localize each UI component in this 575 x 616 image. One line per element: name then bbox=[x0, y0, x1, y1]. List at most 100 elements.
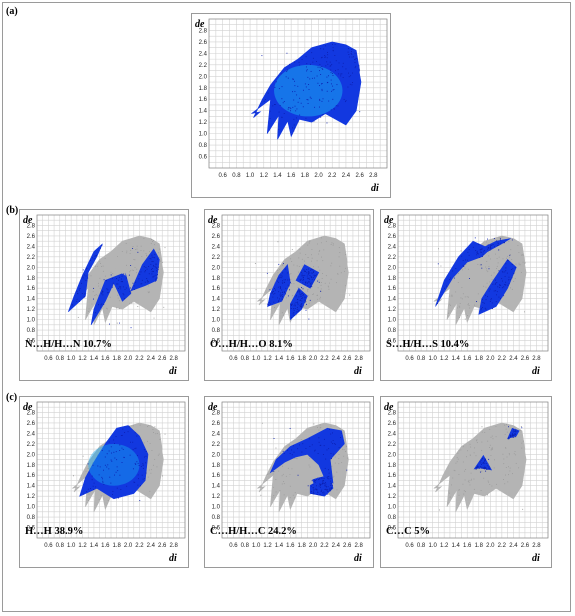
scatter-point bbox=[319, 486, 321, 488]
scatter-point bbox=[339, 427, 341, 429]
scatter-point bbox=[313, 120, 315, 122]
scatter-point bbox=[345, 445, 347, 447]
plot-area bbox=[208, 18, 388, 169]
scatter-point bbox=[131, 291, 132, 293]
scatter-point bbox=[508, 454, 510, 456]
scatter-point bbox=[336, 84, 338, 86]
scatter-point bbox=[294, 308, 296, 309]
y-tick-label: 1.4 bbox=[212, 484, 221, 490]
scatter-point bbox=[327, 54, 329, 56]
contact-region bbox=[130, 248, 160, 292]
fingerprint-gap bbox=[287, 461, 314, 492]
scatter-point bbox=[490, 298, 492, 300]
scatter-point bbox=[468, 303, 470, 305]
plot-area bbox=[221, 214, 371, 352]
scatter-point bbox=[518, 264, 520, 266]
x-tick-label: 2.4 bbox=[342, 173, 351, 179]
scatter-point bbox=[305, 254, 307, 256]
scatter-point bbox=[302, 292, 303, 294]
scatter-point bbox=[311, 444, 313, 446]
scatter-point bbox=[121, 447, 123, 449]
x-tick-label: 2.2 bbox=[498, 543, 507, 549]
scatter-point bbox=[306, 282, 308, 284]
scatter-point bbox=[512, 434, 514, 435]
scatter-point bbox=[273, 471, 275, 473]
scatter-point bbox=[295, 296, 297, 298]
y-tick-label: 2.2 bbox=[388, 442, 397, 448]
scatter-point bbox=[354, 52, 356, 54]
scatter-point bbox=[99, 466, 101, 468]
scatter-point bbox=[320, 296, 321, 298]
scatter-point bbox=[150, 472, 152, 474]
x-tick-label: 2.6 bbox=[521, 543, 530, 549]
scatter-point bbox=[146, 268, 148, 270]
scatter-point bbox=[503, 286, 505, 288]
scatter-point bbox=[495, 301, 497, 303]
scatter-point bbox=[490, 455, 492, 456]
scatter-point bbox=[272, 486, 274, 488]
scatter-point bbox=[483, 285, 485, 287]
scatter-point bbox=[495, 425, 497, 427]
scatter-point bbox=[274, 292, 276, 294]
x-tick-label: 1.8 bbox=[113, 543, 122, 549]
scatter-point bbox=[321, 88, 323, 90]
scatter-point bbox=[492, 448, 494, 450]
scatter-point bbox=[279, 287, 281, 289]
scatter-point bbox=[292, 106, 294, 108]
scatter-point bbox=[506, 257, 507, 259]
scatter-point bbox=[91, 303, 93, 305]
scatter-point bbox=[307, 281, 309, 283]
scatter-point bbox=[157, 269, 159, 271]
scatter-point bbox=[110, 274, 112, 276]
scatter-point bbox=[490, 299, 492, 301]
scatter-point bbox=[484, 466, 486, 468]
scatter-point bbox=[325, 240, 327, 242]
y-tick-label: 0.8 bbox=[212, 515, 221, 521]
scatter-point bbox=[331, 458, 332, 459]
scatter-point bbox=[485, 308, 487, 310]
scatter-point bbox=[293, 99, 295, 101]
scatter-point bbox=[320, 237, 322, 239]
scatter-point bbox=[302, 297, 304, 299]
scatter-point bbox=[299, 64, 301, 66]
scatter-point bbox=[274, 86, 276, 88]
scatter-point bbox=[278, 291, 280, 293]
scatter-point bbox=[459, 303, 461, 304]
scatter-point bbox=[291, 249, 293, 251]
scatter-point bbox=[329, 487, 331, 489]
x-tick-label: 2.8 bbox=[169, 543, 178, 549]
di-axis-label: di bbox=[532, 553, 540, 564]
scatter-point bbox=[157, 274, 158, 276]
x-tick-label: 2.4 bbox=[332, 356, 341, 362]
scatter-point bbox=[146, 440, 148, 442]
scatter-point bbox=[505, 267, 507, 269]
scatter-point bbox=[513, 434, 515, 436]
scatter-point bbox=[321, 477, 323, 479]
scatter-point bbox=[140, 485, 141, 487]
di-axis-label: di bbox=[354, 366, 362, 377]
scatter-point bbox=[514, 434, 516, 436]
scatter-point bbox=[342, 448, 343, 450]
scatter-point bbox=[151, 261, 153, 263]
scatter-point bbox=[296, 309, 298, 311]
scatter-point bbox=[281, 264, 283, 266]
scatter-point bbox=[118, 322, 120, 324]
scatter-point bbox=[312, 293, 314, 295]
scatter-point bbox=[118, 300, 120, 302]
scatter-point bbox=[295, 117, 297, 119]
scatter-point bbox=[340, 272, 342, 274]
scatter-point bbox=[330, 65, 332, 67]
scatter-point bbox=[289, 474, 291, 476]
scatter-point bbox=[505, 270, 507, 272]
scatter-point bbox=[125, 277, 127, 279]
scatter-point bbox=[321, 90, 323, 92]
scatter-point bbox=[490, 436, 492, 438]
scatter-point bbox=[307, 256, 309, 258]
scatter-point bbox=[477, 465, 479, 467]
scatter-point bbox=[311, 272, 313, 274]
scatter-point bbox=[483, 477, 485, 479]
scatter-point bbox=[281, 475, 283, 477]
scatter-point bbox=[156, 267, 158, 269]
scatter-point bbox=[100, 495, 102, 497]
scatter-point bbox=[116, 459, 118, 461]
